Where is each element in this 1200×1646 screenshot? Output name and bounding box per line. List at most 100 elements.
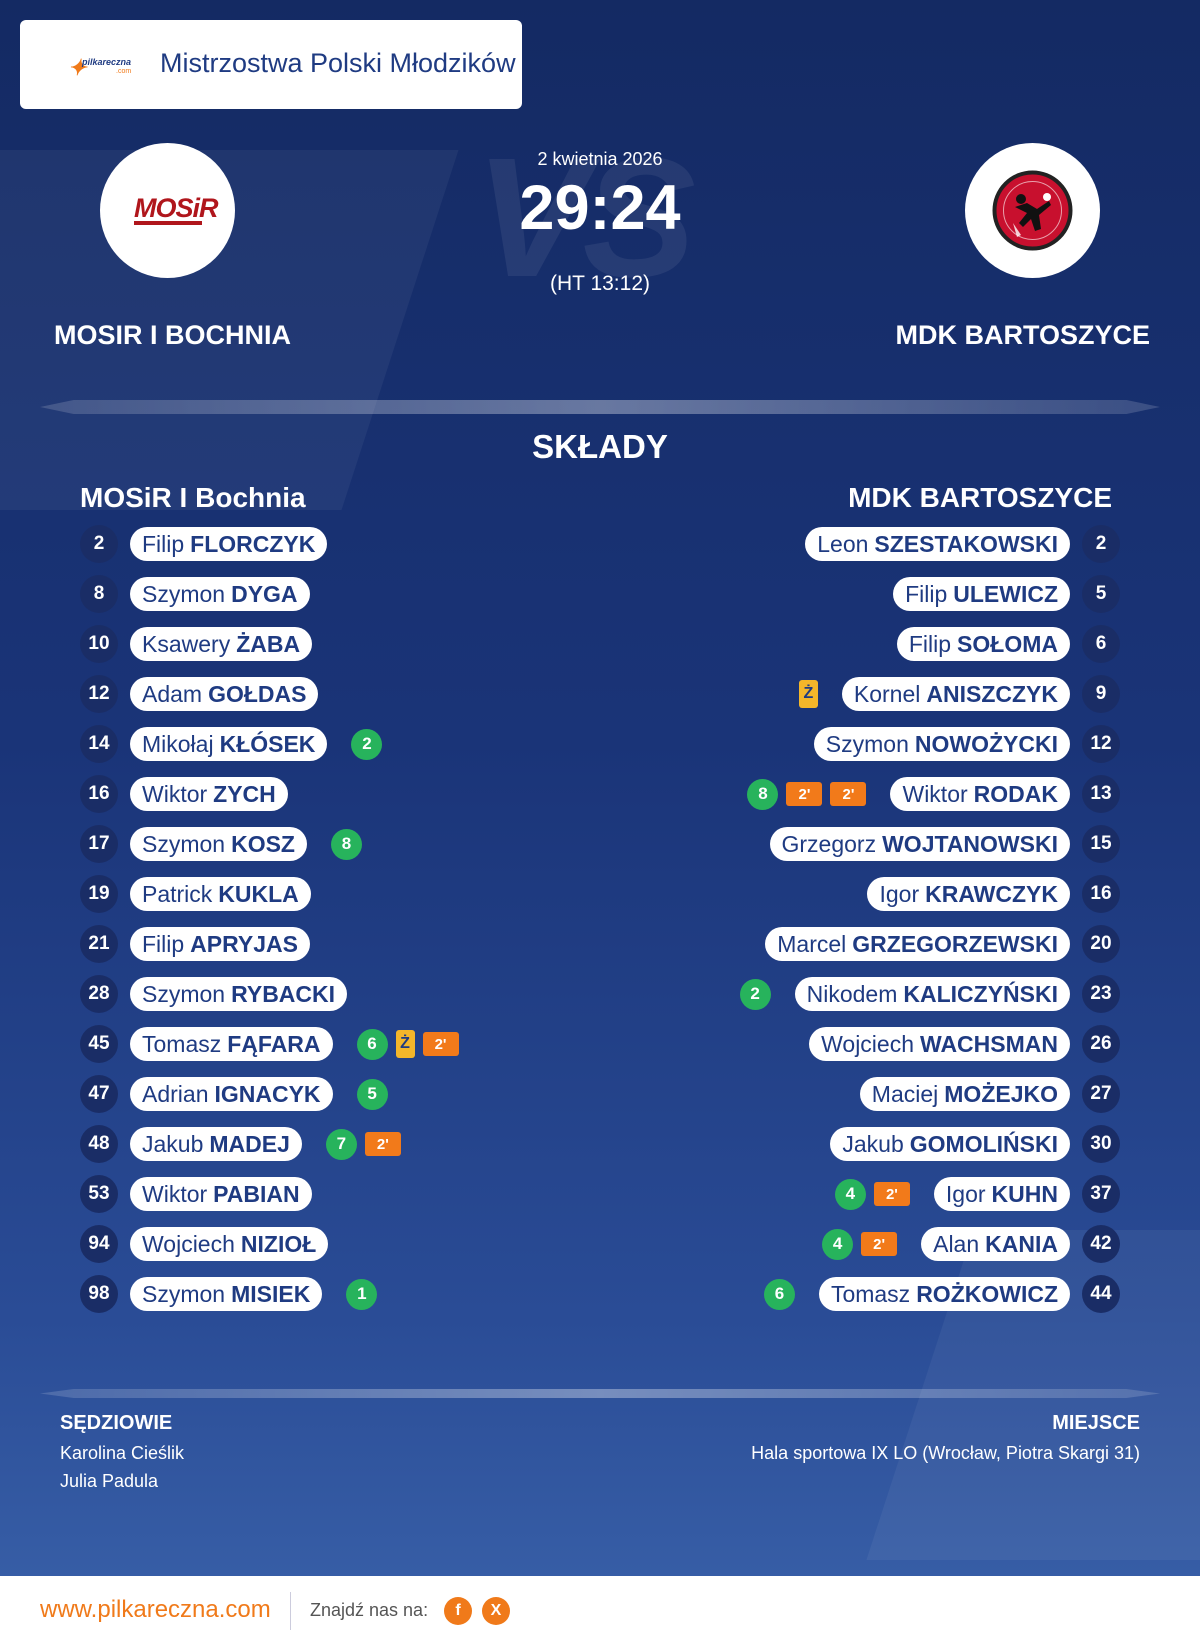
player-first-name: Szymon xyxy=(142,830,226,857)
player-name: Szymon NOWOŻYCKI xyxy=(813,727,1070,761)
away-player-row: 15 Grzegorz WOJTANOWSKI xyxy=(769,824,1120,864)
away-player-row: 12 Szymon NOWOŻYCKI xyxy=(813,724,1120,764)
player-last-name: NOWOŻYCKI xyxy=(914,730,1058,757)
home-player-row: 94 Wojciech NIZIOŁ xyxy=(80,1224,329,1264)
away-player-row: 16 Igor KRAWCZYK xyxy=(867,874,1120,914)
x-icon[interactable]: X xyxy=(482,1597,510,1625)
goals-badge: 7 xyxy=(325,1128,357,1160)
player-name: Wiktor PABIAN xyxy=(130,1177,312,1211)
shirt-number: 53 xyxy=(80,1175,118,1213)
player-first-name: Wiktor xyxy=(142,780,208,807)
player-first-name: Maciej xyxy=(871,1080,939,1107)
player-last-name: MADEJ xyxy=(209,1130,290,1157)
player-events: 5 xyxy=(356,1078,388,1110)
goals-badge: 8 xyxy=(747,778,779,810)
player-last-name: MOŻEJKO xyxy=(944,1080,1058,1107)
suspension-badge: 2' xyxy=(786,782,823,806)
shirt-number: 10 xyxy=(80,625,118,663)
venue-name: Hala sportowa IX LO (Wrocław, Piotra Ska… xyxy=(751,1443,1140,1463)
away-player-row: 20 Marcel GRZEGORZEWSKI xyxy=(765,924,1120,964)
player-last-name: APRYJAS xyxy=(190,930,298,957)
player-name: Maciej MOŻEJKO xyxy=(859,1077,1070,1111)
player-last-name: GOMOLIŃSKI xyxy=(909,1130,1058,1157)
goals-badge: 5 xyxy=(356,1078,388,1110)
facebook-icon[interactable]: f xyxy=(444,1597,472,1625)
home-player-row: 53 Wiktor PABIAN xyxy=(80,1174,312,1214)
player-last-name: KUKLA xyxy=(218,880,299,907)
home-player-row: 47 Adrian IGNACYK 5 xyxy=(80,1074,388,1114)
player-last-name: WOJTANOWSKI xyxy=(882,830,1058,857)
player-name: Szymon MISIEK xyxy=(130,1277,323,1311)
shirt-number: 44 xyxy=(1082,1275,1120,1313)
player-first-name: Szymon xyxy=(825,730,909,757)
player-name: Wojciech WACHSMAN xyxy=(809,1027,1070,1061)
player-last-name: FĄFARA xyxy=(227,1030,321,1057)
section-divider xyxy=(40,400,1160,414)
player-last-name: ZYCH xyxy=(213,780,276,807)
yellow-card-icon: Ż xyxy=(395,1030,415,1058)
suspension-badge: 2' xyxy=(861,1232,898,1256)
shirt-number: 14 xyxy=(80,725,118,763)
home-team-name: MOSIR I BOCHNIA xyxy=(54,320,292,350)
shirt-number: 16 xyxy=(80,775,118,813)
player-events: 7 2' xyxy=(325,1128,401,1160)
final-score: 29:24 xyxy=(519,173,681,243)
player-name: Wojciech NIZIOŁ xyxy=(130,1227,329,1261)
shirt-number: 48 xyxy=(80,1125,118,1163)
site-logo[interactable]: ✦ pilkareczna .com xyxy=(68,53,143,80)
player-name: Jakub MADEJ xyxy=(130,1127,302,1161)
player-events: 4 2' xyxy=(822,1228,898,1260)
player-name: Igor KRAWCZYK xyxy=(867,877,1070,911)
player-first-name: Szymon xyxy=(142,1280,226,1307)
player-first-name: Nikodem xyxy=(806,980,898,1007)
player-first-name: Filip xyxy=(908,630,952,657)
find-us-label: Znajdź nas na: xyxy=(310,1600,429,1620)
player-last-name: KALICZYŃSKI xyxy=(903,980,1058,1007)
player-events: 2 xyxy=(351,728,383,760)
shirt-number: 94 xyxy=(80,1225,118,1263)
player-events: 2 xyxy=(739,978,771,1010)
player-events: 4 2' xyxy=(834,1178,910,1210)
player-name: Grzegorz WOJTANOWSKI xyxy=(769,827,1070,861)
player-first-name: Marcel xyxy=(777,930,847,957)
goals-badge: 1 xyxy=(346,1278,378,1310)
home-logo-text: MOSiR xyxy=(134,193,219,223)
goals-badge: 6 xyxy=(763,1278,795,1310)
competition-header: ✦ pilkareczna .com Mistrzostwa Polski Mł… xyxy=(20,20,522,109)
away-player-row: 30 Jakub GOMOLIŃSKI xyxy=(830,1124,1120,1164)
player-name: Kornel ANISZCZYK xyxy=(841,677,1070,711)
away-player-row: 26 Wojciech WACHSMAN xyxy=(809,1024,1120,1064)
home-player-row: 21 Filip APRYJAS xyxy=(80,924,310,964)
shirt-number: 2 xyxy=(1082,525,1120,563)
player-first-name: Igor xyxy=(945,1180,986,1207)
shirt-number: 27 xyxy=(1082,1075,1120,1113)
away-player-row: 2 Leon SZESTAKOWSKI xyxy=(805,524,1120,564)
shirt-number: 12 xyxy=(80,675,118,713)
player-first-name: Jakub xyxy=(842,1130,904,1157)
shirt-number: 98 xyxy=(80,1275,118,1313)
player-name: Jakub GOMOLIŃSKI xyxy=(830,1127,1070,1161)
player-first-name: Tomasz xyxy=(142,1030,222,1057)
player-last-name: MISIEK xyxy=(231,1280,311,1307)
player-events: Ż xyxy=(798,680,818,708)
site-logo-suffix: .com xyxy=(116,68,132,75)
vs-watermark: VS xyxy=(475,123,696,313)
player-first-name: Wiktor xyxy=(902,780,968,807)
player-name: Patrick KUKLA xyxy=(130,877,311,911)
suspension-badge: 2' xyxy=(873,1182,910,1206)
player-name: Adrian IGNACYK xyxy=(130,1077,333,1111)
halftime-score: (HT 13:12) xyxy=(550,272,650,295)
home-player-row: 45 Tomasz FĄFARA 6 Ż 2' xyxy=(80,1024,459,1064)
competition-title: Mistrzostwa Polski Młodzików xyxy=(160,48,516,78)
player-name: Szymon RYBACKI xyxy=(130,977,348,1011)
referees-title: SĘDZIOWIE xyxy=(60,1412,173,1434)
player-events: 1 xyxy=(346,1278,378,1310)
goals-badge: 6 xyxy=(356,1028,388,1060)
away-player-row: 42 Alan KANIA 4 2' xyxy=(822,1224,1120,1264)
player-name: Filip APRYJAS xyxy=(130,927,310,961)
player-last-name: ŻABA xyxy=(236,630,301,657)
player-last-name: DYGA xyxy=(231,580,298,607)
website-link[interactable]: www.pilkareczna.com xyxy=(40,1596,271,1623)
player-name: Filip FLORCZYK xyxy=(130,527,328,561)
player-first-name: Jakub xyxy=(142,1130,204,1157)
